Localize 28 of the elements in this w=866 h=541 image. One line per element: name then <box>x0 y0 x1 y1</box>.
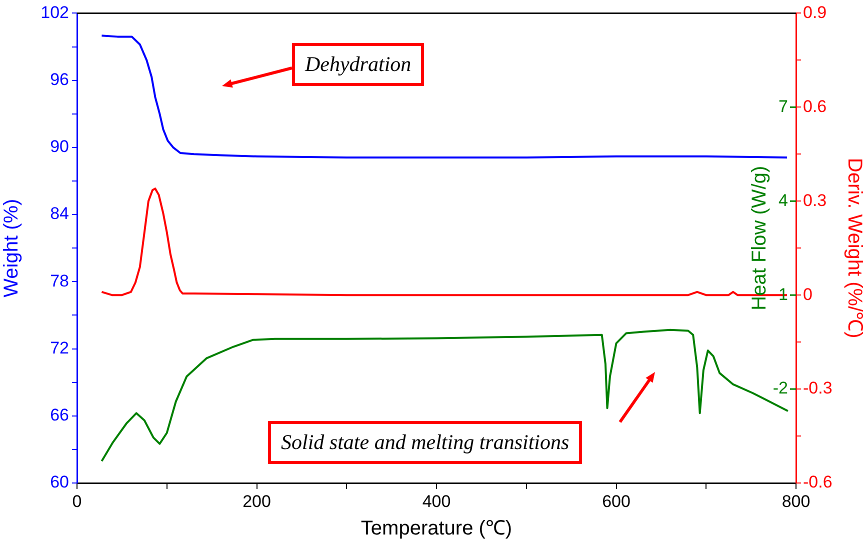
x-tick-label: 200 <box>242 492 271 511</box>
x-tick-label: 800 <box>782 492 810 511</box>
y-tick-label: 72 <box>50 338 69 358</box>
y3-tick-label: 0.6 <box>803 96 827 116</box>
x-axis-title: Temperature (℃) <box>360 518 512 540</box>
y-tick-label: 96 <box>50 70 69 89</box>
x-tick-label: 600 <box>602 492 630 511</box>
y-tick-label: 102 <box>40 2 69 22</box>
y3-tick-label: -0.6 <box>803 472 832 492</box>
y3-axis-title: Deriv. Weight (%/℃) <box>843 158 866 338</box>
y2-tick-label: 4 <box>778 190 788 210</box>
x-tick-label: 400 <box>422 492 451 511</box>
y-tick-label: 66 <box>50 406 69 425</box>
y-axis-title: Weight (%) <box>0 198 23 298</box>
y3-tick-label: 0.9 <box>803 2 827 22</box>
y-tick-label: 90 <box>50 137 69 156</box>
y-tick-label: 78 <box>50 271 69 290</box>
y2-tick-label: -2 <box>772 378 788 398</box>
x-tick-label: 0 <box>72 492 82 511</box>
annotation: Dehydration <box>292 43 424 86</box>
y2-axis-title: Heat Flow (W/g) <box>748 166 771 310</box>
y3-tick-label: 0 <box>803 284 812 304</box>
y-tick-label: 60 <box>50 472 69 492</box>
y2-tick-label: 7 <box>778 96 788 116</box>
y-tick-label: 84 <box>50 204 69 224</box>
annotation: Solid state and melting transitions <box>268 421 582 464</box>
y3-tick-label: -0.3 <box>803 378 832 398</box>
y3-tick-label: 0.3 <box>803 190 827 210</box>
